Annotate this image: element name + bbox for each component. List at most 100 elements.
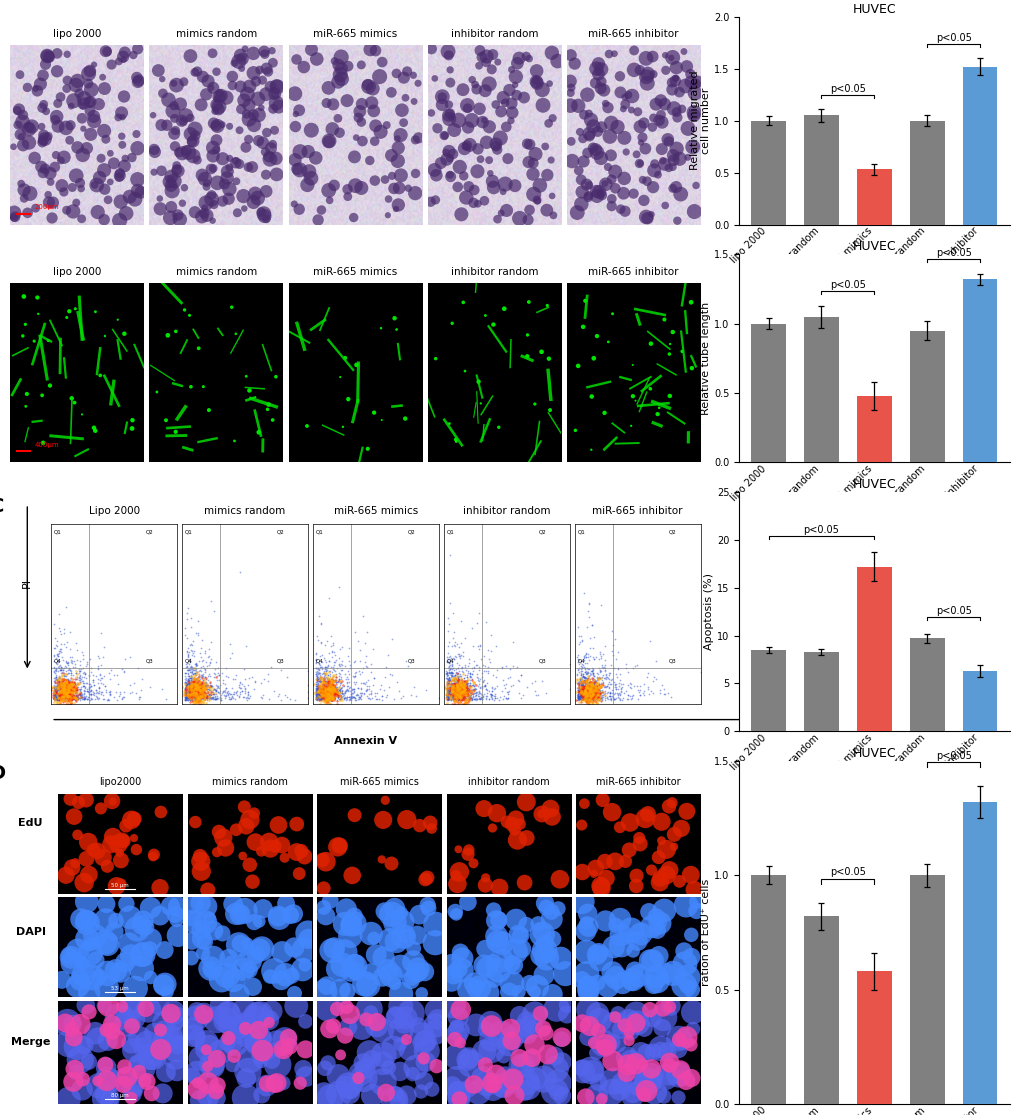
Point bbox=[439, 689, 455, 707]
Point bbox=[55, 689, 71, 707]
Point bbox=[28, 200, 44, 217]
Point bbox=[190, 682, 206, 700]
Point bbox=[616, 202, 633, 220]
Point bbox=[55, 663, 71, 681]
Point bbox=[183, 677, 200, 695]
Point bbox=[56, 687, 72, 705]
Point bbox=[610, 1080, 627, 1098]
Point bbox=[189, 679, 205, 697]
Point bbox=[180, 673, 197, 691]
Point bbox=[186, 678, 203, 696]
Point bbox=[443, 678, 460, 696]
Point bbox=[543, 808, 559, 826]
Point bbox=[330, 670, 346, 688]
Point bbox=[192, 683, 208, 701]
Point bbox=[190, 679, 206, 697]
Point bbox=[320, 666, 336, 683]
Point bbox=[312, 690, 328, 708]
Point bbox=[487, 679, 503, 697]
Point bbox=[17, 316, 34, 333]
Point bbox=[49, 670, 65, 688]
Point bbox=[168, 157, 184, 175]
Point bbox=[198, 670, 214, 688]
Point bbox=[65, 681, 82, 699]
Point bbox=[578, 661, 594, 679]
Point bbox=[131, 690, 148, 708]
Point bbox=[584, 682, 600, 700]
Point bbox=[87, 928, 103, 946]
Point bbox=[458, 672, 474, 690]
Point bbox=[192, 683, 208, 701]
Point bbox=[600, 687, 616, 705]
Point bbox=[189, 676, 205, 694]
Point bbox=[187, 691, 204, 709]
Point bbox=[310, 687, 326, 705]
Point bbox=[208, 669, 224, 687]
Point bbox=[124, 997, 141, 1015]
Point bbox=[75, 119, 92, 137]
Point bbox=[625, 686, 641, 704]
Point bbox=[189, 692, 205, 710]
Point bbox=[326, 679, 342, 697]
Point bbox=[49, 62, 65, 80]
Point bbox=[587, 687, 603, 705]
Point bbox=[440, 676, 457, 694]
Point bbox=[185, 660, 202, 678]
Point bbox=[203, 683, 219, 701]
Point bbox=[314, 675, 330, 692]
Point bbox=[495, 1047, 512, 1065]
Point bbox=[439, 683, 455, 701]
Point bbox=[316, 687, 332, 705]
Point bbox=[310, 686, 326, 704]
Point bbox=[104, 1022, 120, 1040]
Text: mimics random: mimics random bbox=[175, 266, 257, 277]
Point bbox=[460, 691, 476, 709]
Point bbox=[440, 675, 457, 692]
Point bbox=[202, 672, 218, 690]
Point bbox=[449, 690, 466, 708]
Point bbox=[580, 677, 596, 695]
Point bbox=[61, 688, 77, 706]
Point bbox=[331, 677, 347, 695]
Point bbox=[193, 683, 209, 701]
Point bbox=[62, 687, 78, 705]
Point bbox=[443, 687, 460, 705]
Point bbox=[67, 677, 84, 695]
Point bbox=[308, 683, 324, 701]
Point bbox=[223, 689, 239, 707]
Point bbox=[488, 912, 504, 930]
Point bbox=[446, 689, 463, 707]
Bar bbox=[804, 917, 838, 1104]
Point bbox=[465, 676, 481, 694]
Point bbox=[416, 1034, 432, 1051]
Point bbox=[455, 690, 472, 708]
Point bbox=[466, 677, 482, 695]
Point bbox=[606, 1008, 623, 1026]
Point bbox=[571, 678, 587, 696]
Point bbox=[56, 679, 72, 697]
Point bbox=[443, 957, 460, 975]
Point bbox=[579, 676, 595, 694]
Point bbox=[482, 686, 498, 704]
Point bbox=[575, 679, 591, 697]
Point bbox=[584, 687, 600, 705]
Point bbox=[324, 673, 340, 691]
Point bbox=[314, 689, 330, 707]
Point bbox=[60, 695, 76, 712]
Point bbox=[180, 670, 197, 688]
Point bbox=[76, 668, 93, 686]
Point bbox=[602, 690, 619, 708]
Point bbox=[192, 681, 208, 699]
Point bbox=[570, 688, 586, 706]
Point bbox=[309, 690, 325, 708]
Point bbox=[186, 675, 203, 692]
Point bbox=[443, 680, 460, 698]
Point bbox=[312, 671, 328, 689]
Point bbox=[452, 680, 469, 698]
Point bbox=[90, 688, 106, 706]
Point bbox=[97, 181, 113, 198]
Point bbox=[308, 690, 324, 708]
Point bbox=[605, 690, 622, 708]
Point bbox=[56, 681, 72, 699]
Point bbox=[66, 687, 83, 705]
